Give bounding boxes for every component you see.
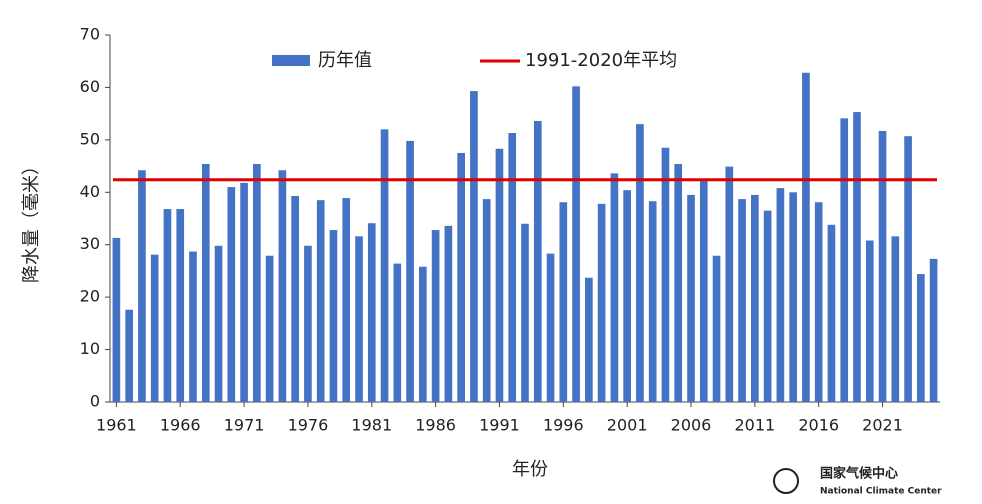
bar [878, 130, 887, 403]
x-tick-label: 1971 [224, 416, 265, 435]
x-tick-label: 1961 [96, 416, 137, 435]
bar [725, 166, 734, 402]
bar [355, 236, 363, 402]
bar [559, 202, 568, 402]
bar [929, 258, 938, 402]
legend-label: 1991-2020年平均 [525, 50, 677, 71]
logo [773, 468, 799, 494]
bar [150, 254, 159, 402]
bar [904, 136, 912, 403]
bar [508, 133, 517, 402]
bar [342, 198, 351, 402]
x-tick-label: 2011 [734, 416, 775, 435]
bar [291, 195, 299, 402]
x-tick-label: 2001 [607, 416, 648, 435]
bar [138, 170, 146, 402]
y-tick-label: 10 [80, 339, 100, 358]
bar [546, 253, 555, 402]
bar [367, 223, 376, 402]
y-tick-label: 20 [80, 287, 100, 306]
bar [814, 202, 823, 402]
bar [457, 152, 465, 402]
bar [329, 230, 338, 402]
bar [840, 118, 849, 403]
x-tick-label: 1976 [288, 416, 329, 435]
x-tick-label: 2016 [798, 416, 839, 435]
bar [304, 245, 312, 402]
x-axis-title: 年份 [512, 459, 548, 480]
bar [827, 224, 836, 402]
bar [917, 274, 925, 402]
bar [648, 201, 657, 402]
bar [712, 255, 721, 402]
bar [380, 129, 389, 402]
bar [776, 188, 785, 402]
y-tick-label: 70 [80, 25, 100, 44]
bar [125, 309, 133, 402]
y-tick-label: 30 [80, 234, 100, 253]
y-tick-label: 60 [80, 77, 100, 96]
bar [201, 163, 210, 402]
x-tick-label: 2006 [671, 416, 712, 435]
bar [163, 209, 172, 402]
legend-swatch [272, 55, 310, 66]
bar [865, 240, 874, 402]
bar [431, 230, 440, 402]
bar [265, 255, 274, 402]
bar [661, 147, 670, 402]
bar [419, 266, 427, 402]
bar [636, 124, 644, 402]
bar [393, 263, 402, 402]
bar [214, 245, 223, 402]
bar [521, 223, 529, 402]
bar [610, 173, 619, 402]
bar [316, 200, 325, 402]
bar [278, 170, 287, 402]
source-name: 国家气候中心 [820, 466, 898, 482]
bar [891, 236, 900, 402]
bar [470, 91, 478, 402]
bar [112, 237, 121, 402]
bar [789, 192, 797, 402]
bar [751, 194, 759, 402]
bar [674, 163, 683, 402]
bar [253, 163, 261, 402]
y-axis-title: 降水量（毫米） [21, 157, 42, 283]
bar [687, 194, 695, 402]
bar [495, 148, 504, 402]
x-tick-label: 1986 [415, 416, 456, 435]
bar [227, 187, 236, 402]
bar [853, 112, 861, 402]
bar [189, 251, 197, 402]
bar [597, 203, 606, 402]
x-tick-label: 1991 [479, 416, 520, 435]
bar [585, 277, 593, 402]
bar [738, 199, 746, 402]
source-name-en: National Climate Center [820, 487, 942, 497]
x-tick-label: 1996 [543, 416, 584, 435]
bar [444, 225, 453, 402]
bar [572, 86, 580, 402]
x-tick-label: 1981 [351, 416, 392, 435]
bar [802, 72, 810, 403]
y-tick-label: 40 [80, 182, 100, 201]
bar [699, 180, 708, 402]
x-tick-label: 2021 [862, 416, 903, 435]
y-tick-label: 50 [80, 129, 100, 148]
bar [176, 209, 185, 402]
bar [623, 190, 631, 402]
bar [482, 199, 491, 402]
bar [763, 210, 772, 402]
bar [240, 182, 248, 402]
x-tick-label: 1966 [160, 416, 201, 435]
legend-label: 历年值 [318, 50, 372, 71]
bar [406, 140, 414, 403]
y-tick-label: 0 [90, 392, 100, 411]
bar [533, 120, 542, 403]
